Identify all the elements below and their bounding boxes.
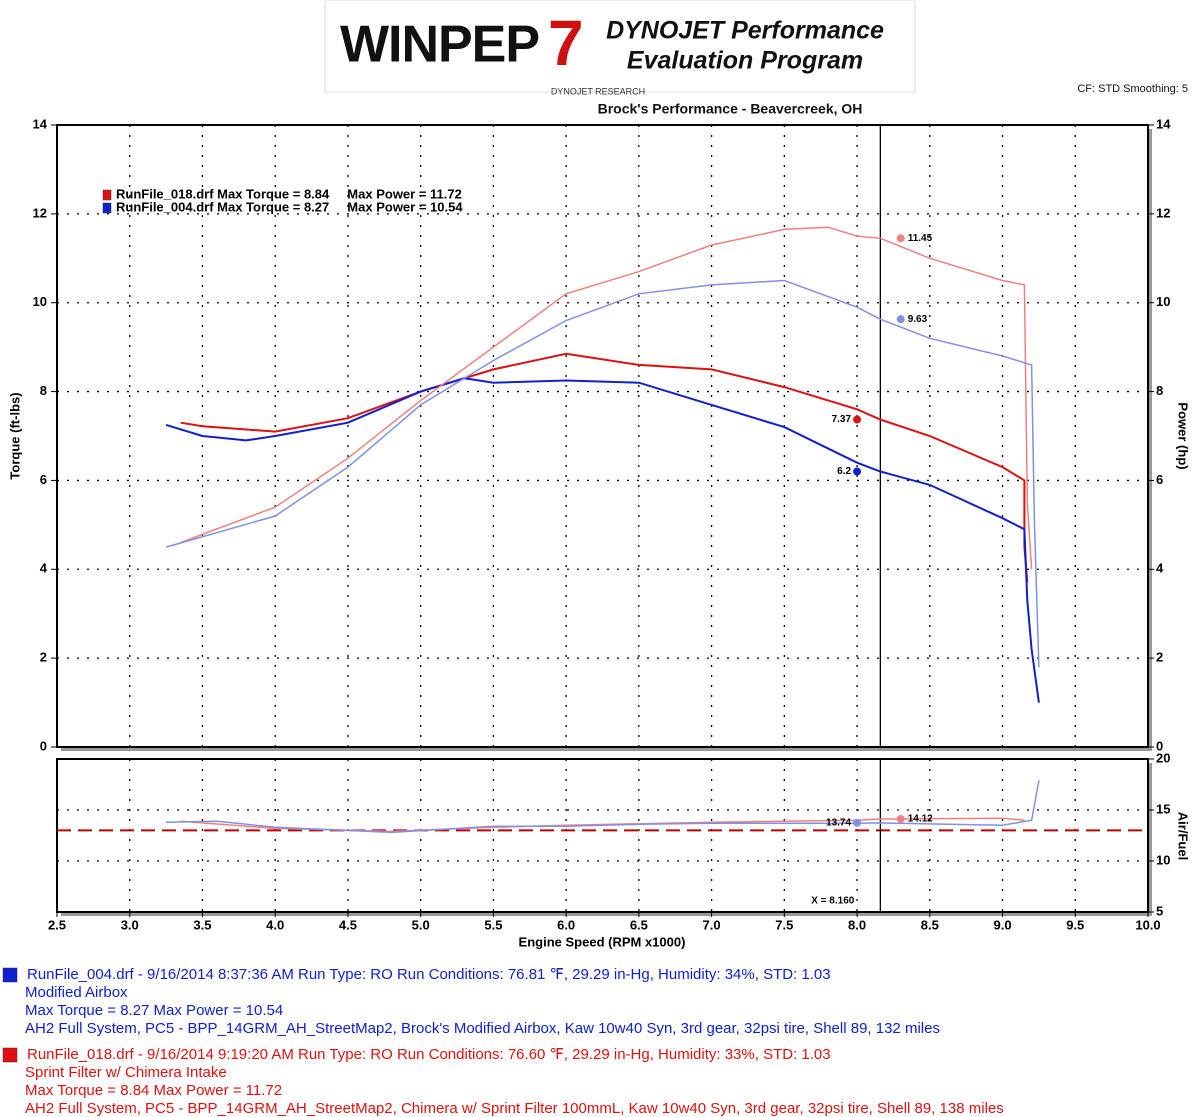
cursor-dot bbox=[896, 315, 905, 324]
x-tick-label: 10.0 bbox=[1135, 917, 1160, 932]
x-tick-label: 8.5 bbox=[921, 917, 939, 932]
data-line bbox=[165, 377, 1040, 703]
panel bbox=[56, 758, 1149, 913]
x-tick-label: 5.5 bbox=[484, 917, 502, 932]
y-tick-label: 14 bbox=[33, 116, 48, 131]
x-tick-label: 4.0 bbox=[266, 917, 284, 932]
logo-version: 7 bbox=[548, 7, 584, 79]
panel bbox=[56, 124, 1149, 748]
run-icon bbox=[2, 967, 18, 983]
run-icon bbox=[2, 1047, 18, 1063]
cursor-value: 14.12 bbox=[908, 814, 933, 825]
cursor-value: 6.2 bbox=[837, 466, 851, 477]
x-axis-label: Engine Speed (RPM x1000) bbox=[519, 934, 686, 949]
cursor-dot bbox=[853, 415, 862, 424]
y-tick-label: 0 bbox=[40, 738, 47, 753]
y-tick-label: 15 bbox=[1156, 801, 1170, 816]
run-line: Sprint Filter w/ Chimera Intake bbox=[25, 1064, 227, 1081]
x-tick-label: 9.5 bbox=[1066, 917, 1084, 932]
afr-axis-label: Air/Fuel bbox=[1176, 812, 1191, 860]
data-line bbox=[165, 279, 1040, 668]
legend-swatch bbox=[102, 202, 112, 214]
x-tick-label: 7.0 bbox=[703, 917, 721, 932]
y-axis-label: Torque (ft-lbs) bbox=[7, 392, 22, 479]
y2-tick-label: 14 bbox=[1156, 116, 1171, 131]
run-line: Modified Airbox bbox=[25, 984, 128, 1001]
legend-text: RunFile_018.drf Max Torque = 8.84 Max Po… bbox=[116, 186, 462, 201]
y-tick-label: 12 bbox=[33, 205, 47, 220]
legend-text: RunFile_004.drf Max Torque = 8.27 Max Po… bbox=[116, 199, 463, 214]
logo: WINPEP bbox=[340, 16, 540, 74]
run-line: RunFile_004.drf - 9/16/2014 8:37:36 AM R… bbox=[27, 966, 831, 983]
legend-swatch bbox=[102, 189, 112, 201]
y-tick-label: 20 bbox=[1156, 750, 1170, 765]
run-line: AH2 Full System, PC5 - BPP_14GRM_AH_Stre… bbox=[25, 1020, 940, 1037]
x-tick-label: 6.0 bbox=[557, 917, 575, 932]
x-tick-label: 9.0 bbox=[993, 917, 1011, 932]
run-line: AH2 Full System, PC5 - BPP_14GRM_AH_Stre… bbox=[25, 1100, 1004, 1117]
cursor-value: 11.45 bbox=[908, 233, 933, 244]
y2-tick-label: 10 bbox=[1156, 294, 1170, 309]
y2-tick-label: 0 bbox=[1156, 738, 1163, 753]
y-tick-label: 10 bbox=[1156, 852, 1170, 867]
cursor-dot bbox=[853, 467, 862, 476]
data-line bbox=[180, 226, 1033, 570]
run-line: RunFile_018.drf - 9/16/2014 9:19:20 AM R… bbox=[27, 1046, 831, 1063]
data-line bbox=[180, 352, 1029, 583]
x-tick-label: 2.5 bbox=[48, 917, 66, 932]
x-tick-label: 7.5 bbox=[775, 917, 793, 932]
y-tick-label: 5 bbox=[1156, 903, 1163, 918]
y2-tick-label: 2 bbox=[1156, 650, 1163, 665]
run-line: Max Torque = 8.84 Max Power = 11.72 bbox=[25, 1082, 282, 1099]
y-tick-label: 8 bbox=[40, 383, 47, 398]
x-tick-label: 6.5 bbox=[630, 917, 648, 932]
cursor-dot bbox=[896, 234, 905, 243]
cursor-dot bbox=[896, 814, 905, 823]
y2-tick-label: 12 bbox=[1156, 205, 1170, 220]
y-tick-label: 4 bbox=[40, 561, 48, 576]
company: DYNOJET RESEARCH bbox=[551, 86, 645, 96]
settings: CF: STD Smoothing: 5 bbox=[1077, 83, 1188, 95]
cursor-value: 13.74 bbox=[826, 817, 851, 828]
cursor-value: 9.63 bbox=[908, 314, 928, 325]
y2-tick-label: 4 bbox=[1156, 561, 1164, 576]
y2-axis-label: Power (hp) bbox=[1176, 402, 1191, 469]
x-tick-label: 5.0 bbox=[412, 917, 430, 932]
x-tick-label: 3.0 bbox=[121, 917, 139, 932]
y2-tick-label: 6 bbox=[1156, 472, 1163, 487]
y-tick-label: 2 bbox=[40, 650, 47, 665]
data-line bbox=[166, 780, 1040, 834]
x-tick-label: 3.5 bbox=[193, 917, 211, 932]
x-tick-label: 8.0 bbox=[848, 917, 866, 932]
cursor-label: X = 8.160 bbox=[811, 896, 855, 907]
y-tick-label: 10 bbox=[33, 294, 47, 309]
chart-title: Brock's Performance - Beavercreek, OH bbox=[598, 101, 863, 117]
logo-box bbox=[324, 0, 916, 93]
y-tick-label: 6 bbox=[40, 472, 47, 487]
cursor-value: 7.37 bbox=[832, 414, 852, 425]
y2-tick-label: 8 bbox=[1156, 383, 1163, 398]
run-line: Max Torque = 8.27 Max Power = 10.54 bbox=[25, 1002, 283, 1019]
program: Evaluation Program bbox=[627, 47, 863, 75]
cursor-dot bbox=[853, 818, 862, 827]
x-tick-label: 4.5 bbox=[339, 917, 357, 932]
brand: DYNOJET Performance bbox=[606, 17, 884, 45]
